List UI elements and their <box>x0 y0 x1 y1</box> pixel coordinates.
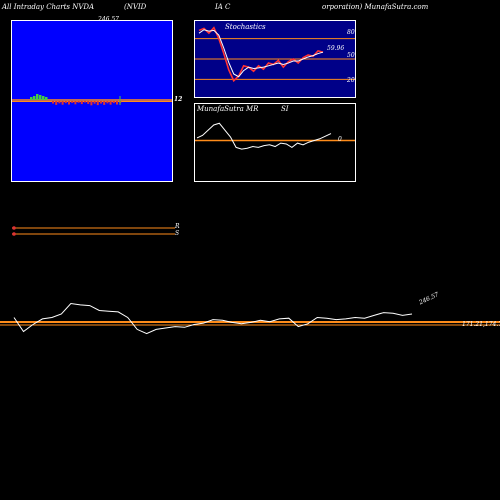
stoch-series-line <box>198 26 324 83</box>
volume-bar-down <box>93 101 96 104</box>
volume-bar-up <box>33 96 36 100</box>
mrsi-title-extra: SI <box>281 105 289 113</box>
main-chart <box>0 302 500 335</box>
volume-bar-down <box>112 101 115 104</box>
volume-bar-down <box>68 101 70 105</box>
volume-bar-up <box>36 94 39 100</box>
s-marker <box>12 232 16 236</box>
volume-bar-down <box>109 101 112 105</box>
main-price-line <box>13 302 413 335</box>
volume-bar-down <box>77 101 80 103</box>
price-panel: 246.57 <box>11 16 173 182</box>
mrsi-svg <box>195 122 355 150</box>
volume-bar-up <box>42 96 45 100</box>
volume-bar-up <box>30 97 33 100</box>
s-label: S <box>175 230 180 237</box>
volume-bar-down <box>106 101 109 104</box>
volume-bar-down <box>80 101 83 105</box>
header-symbol-part2: IA C <box>215 3 231 11</box>
volume-bar-down <box>74 101 77 105</box>
volume-bar-up <box>45 97 48 100</box>
stoch-level-80: 80 <box>347 29 355 36</box>
mrsi-level-0: 0 <box>338 136 342 143</box>
volume-bar-down <box>96 101 99 106</box>
stoch-level-20: 20 <box>347 77 355 84</box>
price-right-label: 12 <box>174 96 183 103</box>
volume-bar-down <box>61 101 64 105</box>
mrsi-panel: MunafaSutra MR SI 0 <box>194 103 356 182</box>
stoch-last-value: 59.96 <box>327 45 345 52</box>
price-panel-svg <box>12 94 172 106</box>
mrsi-series-line <box>196 122 332 150</box>
rs-legend <box>12 226 175 236</box>
volume-bar-down <box>55 101 58 105</box>
header-title: All Intraday Charts NVDA <box>2 3 95 11</box>
volume-bar-up <box>39 95 42 100</box>
volume-bar-down <box>100 101 102 104</box>
main-right-labels: 171.21,174.74,72 <box>462 321 500 328</box>
volume-bar-down <box>64 101 67 104</box>
volume-bar-down <box>84 101 86 103</box>
r-marker <box>12 226 16 230</box>
stochastics-title: Stochastics <box>225 23 266 31</box>
stochastics-panel: Stochastics 80 50 20 59.96 <box>194 20 356 98</box>
stochastics-svg <box>195 26 355 83</box>
mrsi-title: MunafaSutra MR <box>197 105 259 113</box>
r-label: R <box>175 223 180 230</box>
volume-bar-down <box>71 101 74 103</box>
volume-bar-down <box>103 101 106 105</box>
volume-bar-down <box>116 101 118 105</box>
volume-bar-down <box>52 101 54 104</box>
price-top-label: 246.57 <box>98 16 119 23</box>
volume-bar-down <box>87 101 90 104</box>
header-site: orporation) MunafaSutra.com <box>322 3 429 11</box>
volume-bar-down <box>90 101 93 106</box>
stoch-series-line <box>198 29 324 78</box>
stoch-level-50: 50 <box>347 52 355 59</box>
volume-bars <box>30 94 122 106</box>
volume-bar-down <box>58 101 61 104</box>
header-symbol-part1: (NVID <box>124 3 147 11</box>
